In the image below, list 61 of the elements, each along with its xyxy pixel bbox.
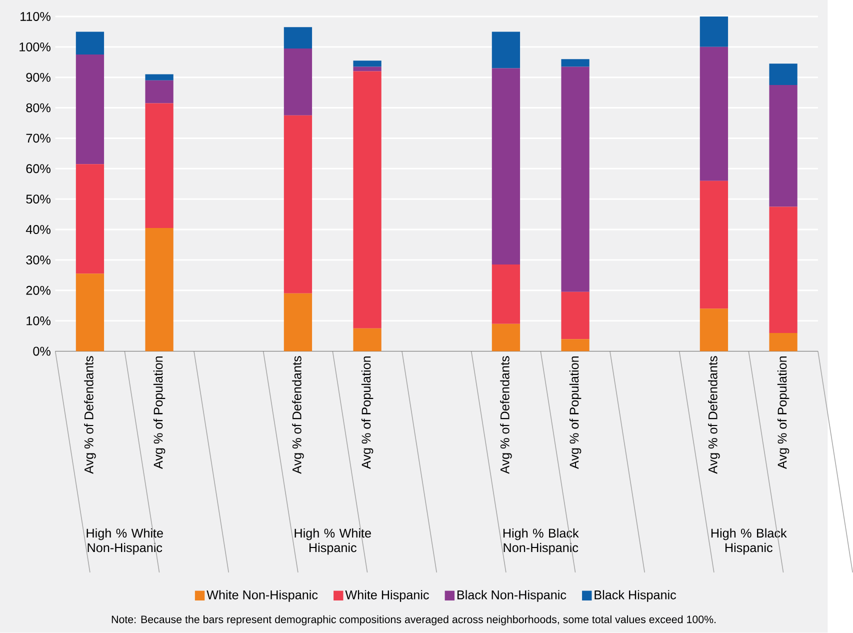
text: High % White Hispanic <box>294 528 371 555</box>
legend-label: Black Hispanic <box>594 590 676 602</box>
bar <box>769 85 798 207</box>
x-tick-label: Avg % of Defendants <box>292 356 304 474</box>
bar <box>145 228 174 352</box>
bar <box>353 60 382 67</box>
bar <box>145 74 174 81</box>
bar <box>76 54 104 164</box>
text: High % White Non-Hispanic <box>86 528 163 555</box>
bar <box>700 181 728 309</box>
bar <box>700 308 728 352</box>
bar <box>145 103 174 228</box>
legend-label: White Hispanic <box>345 590 429 602</box>
y-tick-label: 100% <box>20 42 50 52</box>
bar <box>700 47 728 182</box>
x-tick-label: Avg % of Defendants <box>500 356 512 474</box>
bar <box>769 206 798 334</box>
text: High % Black Non-Hispanic <box>503 528 579 555</box>
y-tick-label: 60% <box>26 164 50 174</box>
text: High % Black Hispanic <box>711 528 787 555</box>
bar <box>492 32 520 68</box>
bar <box>492 68 520 265</box>
bar <box>353 66 382 72</box>
bar <box>561 66 590 292</box>
bar <box>76 164 104 274</box>
bar <box>284 294 312 352</box>
x-tick-label: Avg % of Defendants <box>708 356 720 474</box>
x-tick-label: Avg % of Population <box>569 356 582 470</box>
y-tick-label: 20% <box>26 286 50 296</box>
y-tick-label: 40% <box>26 225 50 234</box>
bar <box>353 328 382 352</box>
y-tick-label: 80% <box>26 104 50 112</box>
bar <box>76 274 104 352</box>
y-tick-label: 0% <box>33 346 50 356</box>
bar <box>492 264 520 324</box>
bar <box>284 48 312 116</box>
bar <box>561 292 590 340</box>
bar <box>284 27 312 49</box>
bar <box>353 71 382 329</box>
x-tick-label: Avg % of Defendants <box>84 356 96 474</box>
x-tick-label: Avg % of Population <box>361 356 374 470</box>
y-tick-label: 110% <box>20 12 50 22</box>
text: Note: Because the bars represent demographic compositions averaged across neighborhoods, some total values exceed 100%. <box>112 616 716 626</box>
bar <box>769 64 798 86</box>
legend-label: Black Non-Hispanic <box>457 590 566 602</box>
bar <box>561 339 590 352</box>
y-tick-label: 90% <box>26 73 50 82</box>
bar <box>561 59 590 67</box>
bar <box>492 324 520 352</box>
x-tick-label: Avg % of Population <box>777 356 790 470</box>
bar <box>700 16 728 48</box>
x-tick-label: Avg % of Population <box>153 356 166 470</box>
bar <box>145 80 174 104</box>
y-tick-label: 50% <box>26 194 50 204</box>
legend-label: White Non-Hispanic <box>206 590 318 602</box>
y-tick-label: 70% <box>26 134 50 143</box>
y-tick-label: 10% <box>26 316 50 326</box>
bar <box>769 333 798 352</box>
y-tick-label: 30% <box>26 256 50 265</box>
bar <box>284 116 312 294</box>
bar <box>76 32 104 55</box>
